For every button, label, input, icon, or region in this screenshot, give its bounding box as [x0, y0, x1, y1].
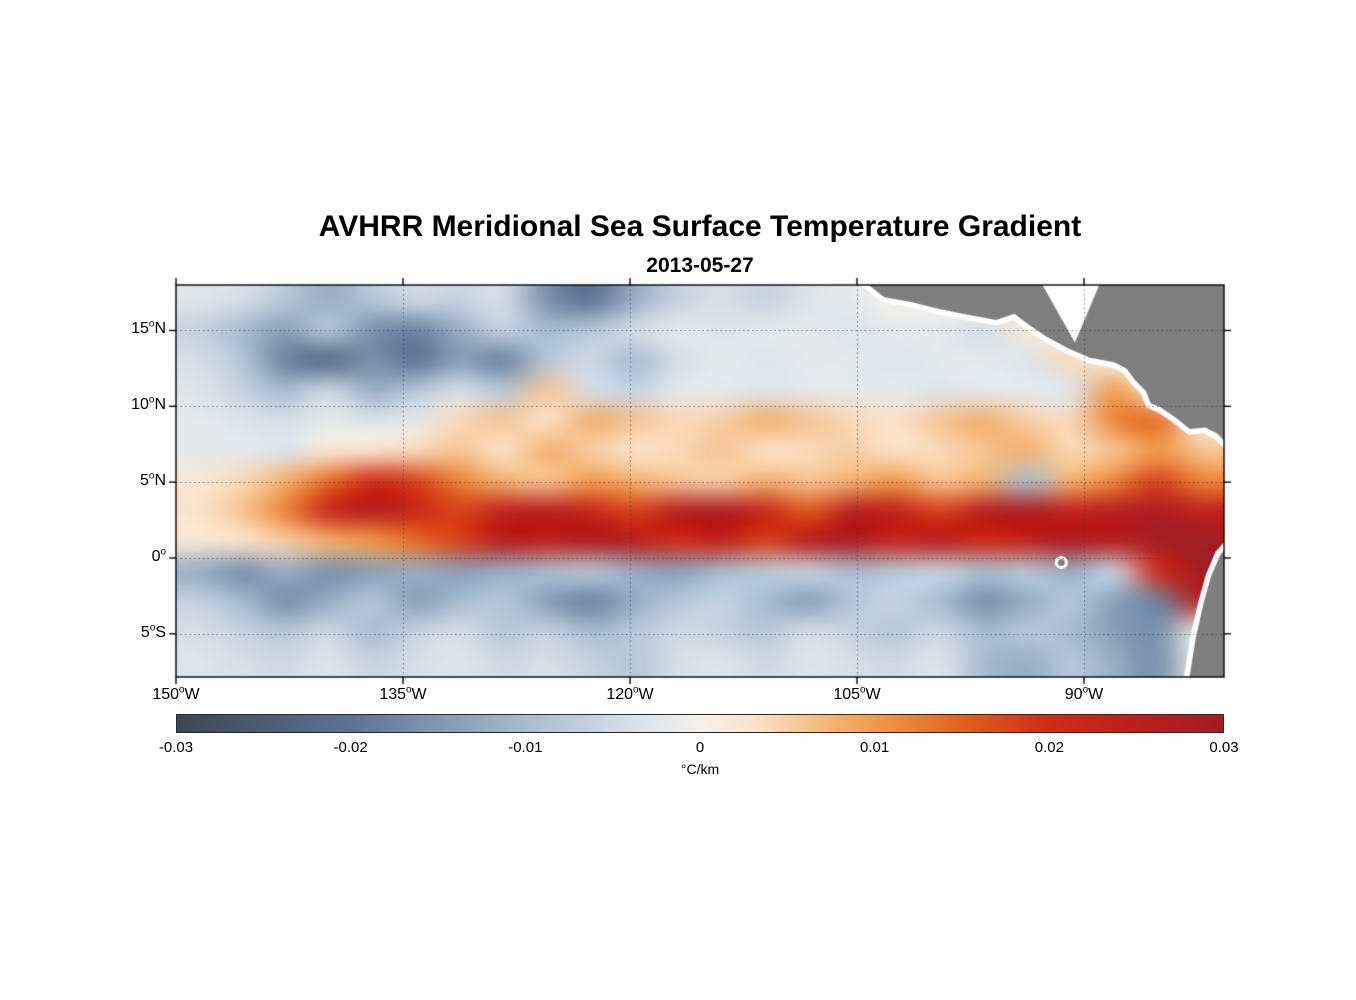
y-tick-label: 10oN	[131, 394, 166, 414]
y-tick-label: 0o	[151, 546, 166, 565]
sst-gradient-heatmap	[162, 271, 1238, 691]
colorbar-tick-label: 0.03	[1209, 739, 1239, 756]
y-tick-label: 15oN	[131, 319, 166, 338]
y-tick-label: 5oN	[140, 470, 166, 490]
colorbar-tick-label: -0.02	[333, 739, 368, 756]
x-tick-label: 135oW	[379, 684, 427, 703]
colorbar-tick-label: -0.01	[508, 739, 543, 756]
colorbar-gradient	[176, 714, 1224, 733]
colorbar-tick-label: 0	[695, 739, 705, 756]
colorbar-tick-label: 0.02	[1034, 739, 1064, 756]
x-tick-label: 150oW	[152, 684, 200, 703]
chart-title: AVHRR Meridional Sea Surface Temperature…	[318, 210, 1082, 243]
colorbar-unit-label: °C/km	[680, 761, 720, 777]
y-tick-label: 5oS	[140, 622, 166, 641]
colorbar-tick-label: 0.01	[860, 739, 890, 756]
x-tick-label: 120oW	[606, 684, 654, 703]
colorbar-tick-label: -0.03	[158, 739, 194, 756]
x-tick-label: 105oW	[833, 684, 881, 703]
x-tick-label: 90oW	[1064, 684, 1104, 703]
